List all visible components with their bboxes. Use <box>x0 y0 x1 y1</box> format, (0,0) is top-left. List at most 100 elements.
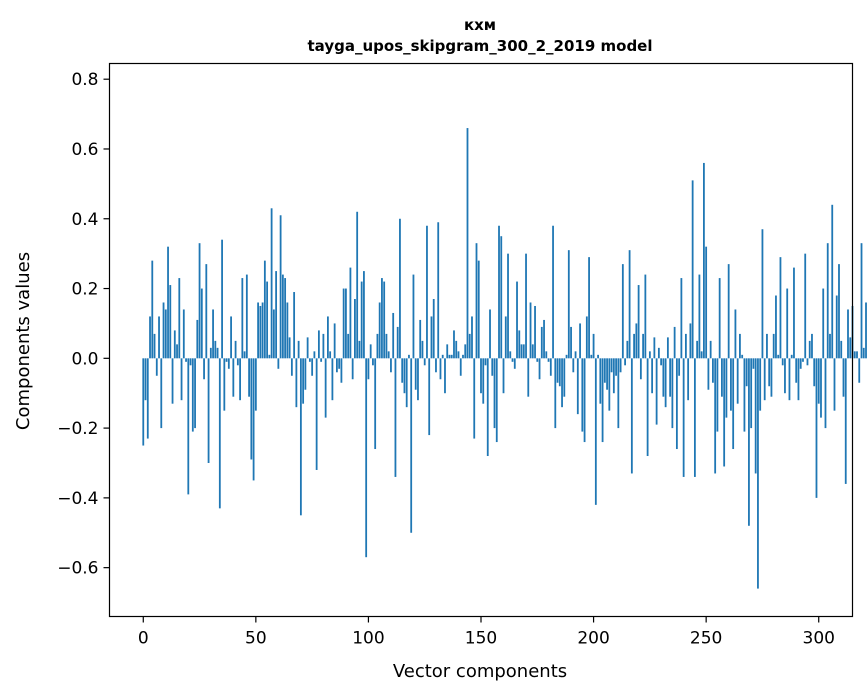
bar-135 <box>446 344 449 359</box>
bar-16 <box>178 278 181 359</box>
bar-217 <box>630 358 633 474</box>
bar-74 <box>308 358 311 362</box>
bars-group <box>142 128 867 589</box>
bar-100 <box>367 358 370 380</box>
bar-8 <box>160 358 163 429</box>
bar-5 <box>153 333 156 359</box>
bar-317 <box>856 351 858 359</box>
bar-51 <box>257 302 259 359</box>
bar-206 <box>606 358 608 390</box>
bar-9 <box>162 302 165 359</box>
bar-175 <box>536 358 539 362</box>
bar-303 <box>824 358 827 429</box>
bar-167 <box>518 330 521 359</box>
bar-265 <box>739 333 741 359</box>
bar-41 <box>234 340 237 359</box>
bar-124 <box>421 340 424 359</box>
bar-304 <box>826 243 829 359</box>
bar-95 <box>356 211 359 359</box>
bar-117 <box>405 358 408 408</box>
bar-164 <box>511 358 514 362</box>
bar-213 <box>621 264 624 359</box>
bar-293 <box>802 358 804 362</box>
bar-220 <box>637 285 640 359</box>
bar-270 <box>750 358 753 429</box>
bar-203 <box>599 358 602 404</box>
bar-299 <box>815 358 818 498</box>
bar-245 <box>693 358 696 477</box>
bar-263 <box>734 309 737 359</box>
y-tick-label-0: −0.6 <box>57 559 98 579</box>
bar-278 <box>768 358 771 387</box>
bar-20 <box>187 358 190 495</box>
bar-312 <box>844 358 847 484</box>
bar-1 <box>144 358 147 401</box>
bar-243 <box>689 323 692 359</box>
bar-307 <box>833 358 836 411</box>
bar-188 <box>565 354 568 359</box>
bar-165 <box>513 358 516 369</box>
bar-73 <box>306 337 309 359</box>
bar-276 <box>763 358 766 401</box>
bar-181 <box>549 358 552 376</box>
bar-204 <box>601 358 604 443</box>
bar-158 <box>498 225 500 359</box>
bar-130 <box>435 358 437 373</box>
bar-231 <box>662 358 665 397</box>
bar-143 <box>464 344 467 359</box>
bar-87 <box>338 358 341 369</box>
bar-107 <box>383 281 386 359</box>
x-tick-label-250: 250 <box>690 629 722 649</box>
bar-2 <box>146 358 149 439</box>
bar-222 <box>642 333 645 359</box>
bar-89 <box>342 288 345 359</box>
bar-146 <box>471 316 473 359</box>
bar-180 <box>547 358 550 362</box>
bar-30 <box>209 347 212 359</box>
x-tick-label-150: 150 <box>465 629 497 649</box>
bar-251 <box>707 358 710 390</box>
bar-168 <box>520 344 523 359</box>
bar-292 <box>799 358 802 369</box>
bar-13 <box>171 358 174 404</box>
bar-171 <box>527 358 530 397</box>
bar-212 <box>619 358 622 373</box>
bar-296 <box>808 340 811 359</box>
bar-187 <box>563 358 566 397</box>
bar-244 <box>691 180 694 359</box>
bar-94 <box>354 299 356 359</box>
bar-225 <box>648 351 651 359</box>
bar-77 <box>315 358 318 470</box>
bar-69 <box>297 340 300 359</box>
bar-150 <box>480 358 482 394</box>
bar-48 <box>250 358 253 460</box>
bar-34 <box>218 358 221 509</box>
bar-3 <box>149 316 151 359</box>
bar-237 <box>675 358 678 450</box>
bar-47 <box>248 358 250 397</box>
bar-65 <box>288 337 291 359</box>
x-tick-label-50: 50 <box>245 629 267 649</box>
bar-184 <box>556 358 559 383</box>
bar-26 <box>200 288 203 359</box>
bar-275 <box>761 229 764 359</box>
bar-209 <box>612 358 615 394</box>
bar-102 <box>372 358 374 366</box>
bar-6 <box>155 358 158 376</box>
bar-115 <box>401 358 404 383</box>
bar-90 <box>345 288 347 359</box>
bar-54 <box>263 260 266 359</box>
bar-191 <box>572 358 575 373</box>
bar-282 <box>777 354 780 359</box>
bar-196 <box>583 358 586 443</box>
bar-241 <box>684 333 687 359</box>
bar-301 <box>820 358 822 418</box>
bar-279 <box>770 358 773 397</box>
bar-309 <box>838 264 840 359</box>
bar-201 <box>594 358 597 505</box>
bar-56 <box>268 354 271 359</box>
bar-166 <box>516 281 518 359</box>
bar-193 <box>576 358 579 415</box>
bar-281 <box>775 295 777 359</box>
